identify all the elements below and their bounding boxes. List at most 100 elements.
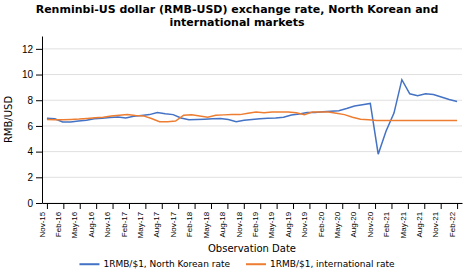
x-tick-label: Feb-19	[251, 211, 260, 237]
x-tick: Feb-18	[185, 203, 195, 237]
x-tick-mark	[47, 203, 48, 209]
y-tick-mark	[36, 100, 42, 101]
x-tick-label: Aug-21	[415, 211, 424, 237]
legend-label: 1RMB/$1, international rate	[270, 259, 395, 269]
x-tick-mark	[359, 203, 360, 209]
grid-line	[42, 203, 462, 204]
legend-swatch	[246, 263, 266, 265]
x-tick-label: May-19	[267, 211, 276, 238]
x-tick-label: Aug-18	[218, 211, 227, 237]
y-tick-mark	[36, 126, 42, 127]
x-tick-label: Feb-18	[185, 211, 194, 237]
x-tick-label: Feb-16	[54, 211, 63, 237]
legend-swatch	[79, 263, 99, 265]
x-tick: May-18	[202, 203, 212, 238]
grid-line	[42, 125, 462, 126]
x-tick: Feb-21	[382, 203, 392, 237]
y-tick-label: 4	[27, 146, 33, 157]
legend: 1RMB/$1, North Korean rate 1RMB/$1, inter…	[79, 259, 395, 269]
x-tick: May-16	[70, 203, 80, 238]
chart: Nov-15Feb-16May-16Aug-16Nov-16Feb-17May-…	[0, 0, 474, 279]
x-tick-mark	[342, 203, 343, 209]
x-tick-mark	[145, 203, 146, 209]
x-tick: May-21	[399, 203, 409, 238]
x-tick: May-19	[267, 203, 277, 238]
plot: Nov-15Feb-16May-16Aug-16Nov-16Feb-17May-…	[22, 37, 463, 239]
series-line	[47, 112, 457, 122]
x-tick-label: May-20	[333, 211, 342, 238]
x-tick-mark	[293, 203, 294, 209]
y-axis-line	[42, 37, 43, 204]
x-tick: Nov-16	[103, 203, 113, 238]
x-tick: May-20	[333, 203, 343, 238]
x-tick-mark	[424, 203, 425, 209]
y-tick: 0	[27, 198, 42, 209]
grid-line	[42, 177, 462, 178]
x-tick-label: Nov-16	[103, 211, 112, 237]
y-tick-label: 8	[27, 95, 33, 106]
x-tick: Nov-21	[431, 203, 441, 238]
x-tick-mark	[63, 203, 64, 209]
y-tick-mark	[36, 203, 42, 204]
x-tick-label: Aug-16	[87, 211, 96, 237]
x-tick-label: Aug-19	[284, 211, 293, 237]
grid-line	[42, 100, 462, 101]
y-tick: 6	[27, 121, 42, 132]
x-tick-label: May-18	[202, 211, 211, 238]
x-tick-mark	[457, 203, 458, 209]
legend-item: 1RMB/$1, North Korean rate	[79, 259, 230, 269]
grid	[42, 49, 462, 203]
x-tick: Aug-21	[415, 203, 425, 238]
x-tick-mark	[277, 203, 278, 209]
y-tick-label: 0	[27, 198, 33, 209]
x-tick-mark	[391, 203, 392, 209]
x-tick-mark	[408, 203, 409, 209]
y-tick: 12	[22, 44, 42, 55]
x-tick: Nov-17	[169, 203, 179, 238]
grid-line	[42, 151, 462, 152]
x-tick-mark	[309, 203, 310, 209]
title-line: international markets	[169, 16, 304, 29]
grid-line	[42, 48, 462, 49]
x-tick: Aug-20	[349, 203, 359, 238]
x-tick: Feb-17	[120, 203, 130, 237]
x-tick-mark	[178, 203, 179, 209]
x-tick: Aug-16	[87, 203, 97, 238]
x-axis-title: Observation Date	[208, 243, 296, 254]
x-tick-mark	[113, 203, 114, 209]
x-tick: May-17	[136, 203, 146, 238]
x-tick-label: Nov-18	[234, 211, 243, 237]
x-tick-label: Feb-22	[448, 211, 457, 237]
x-tick-mark	[260, 203, 261, 209]
y-axis-title: RMB/USD	[3, 96, 14, 143]
x-tick-label: Aug-17	[152, 211, 161, 237]
x-axis: Nov-15Feb-16May-16Aug-16Nov-16Feb-17May-…	[38, 203, 463, 238]
x-tick-mark	[244, 203, 245, 209]
x-tick: Aug-18	[218, 203, 228, 238]
grid-line	[42, 74, 462, 75]
x-tick-label: Nov-21	[431, 211, 440, 237]
x-tick: Feb-20	[317, 203, 327, 237]
y-tick-label: 10	[22, 69, 34, 80]
legend-item: 1RMB/$1, international rate	[246, 259, 395, 269]
x-tick-mark	[195, 203, 196, 209]
y-tick-mark	[36, 177, 42, 178]
x-tick-mark	[211, 203, 212, 209]
x-tick: Aug-19	[284, 203, 294, 238]
x-tick: Feb-22	[448, 203, 458, 237]
title-line: Renminbi-US dollar (RMB-USD) exchange ra…	[36, 3, 439, 16]
x-axis-line	[43, 203, 463, 204]
y-tick-label: 6	[27, 121, 33, 132]
x-tick-label: Feb-20	[317, 211, 326, 237]
x-tick-mark	[80, 203, 81, 209]
y-tick-mark	[36, 152, 42, 153]
title: Renminbi-US dollar (RMB-USD) exchange ra…	[36, 3, 439, 29]
x-tick-mark	[375, 203, 376, 209]
x-tick-mark	[326, 203, 327, 209]
x-tick-label: May-21	[399, 211, 408, 238]
x-tick-label: Feb-17	[120, 211, 129, 237]
x-tick-label: May-16	[70, 211, 79, 238]
y-axis: 024681012	[22, 37, 43, 209]
x-tick-mark	[227, 203, 228, 209]
y-tick-label: 12	[22, 44, 34, 55]
